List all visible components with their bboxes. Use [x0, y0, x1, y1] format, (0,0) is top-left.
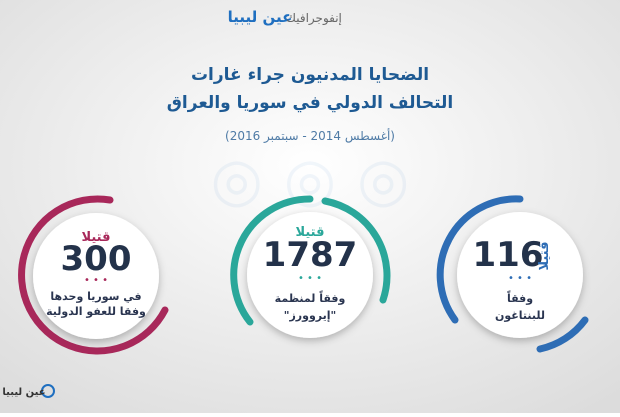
title-line: الضحايا المدنيون جراء غارات	[191, 65, 429, 85]
dots: • • •	[508, 273, 532, 284]
circle	[457, 212, 583, 338]
stat-card: 116 قتيلا • • • وفقاً للبنتاغون	[436, 195, 589, 353]
circle	[33, 213, 159, 339]
dots: • • •	[84, 275, 108, 286]
stat-card: قتيلا 1787 • • • وفقاً لمنظمة "إيروورز"	[230, 195, 391, 338]
header-label: إنفوجرافيك	[286, 11, 342, 26]
footer-logo: عين ليبيا	[2, 387, 45, 398]
ring	[230, 195, 314, 326]
note: في سوريا وحدها	[50, 290, 141, 303]
note: وفقاً	[507, 290, 533, 305]
dots: • • •	[298, 273, 322, 284]
ring	[536, 316, 589, 353]
watermark: ◎ ◎ ◎	[211, 145, 410, 215]
circle	[247, 212, 373, 338]
note: للبنتاغون	[495, 309, 545, 322]
title-line: التحالف الدولي في سوريا والعراق	[167, 93, 454, 113]
number: 116	[473, 235, 544, 275]
unit: قتيلا	[296, 225, 325, 240]
brand: عين ليبيا	[228, 8, 293, 26]
unit: قتيلا	[537, 242, 552, 271]
note: وفقاً لمنظمة	[275, 290, 346, 305]
note: وفقا للعفو الدولية	[46, 305, 146, 318]
stat-card: قتيلا 300 • • • في سوريا وحدها وفقا للعف…	[18, 195, 169, 355]
ring	[18, 195, 169, 355]
period: (أغسطس 2014 - سبتمبر 2016)	[225, 128, 395, 144]
number: 1787	[263, 235, 358, 275]
unit: قتيلا	[82, 230, 111, 245]
footer-icon	[41, 384, 55, 398]
ring	[321, 197, 391, 304]
note: "إيروورز"	[284, 309, 337, 322]
ring	[436, 195, 524, 324]
number: 300	[61, 239, 132, 279]
